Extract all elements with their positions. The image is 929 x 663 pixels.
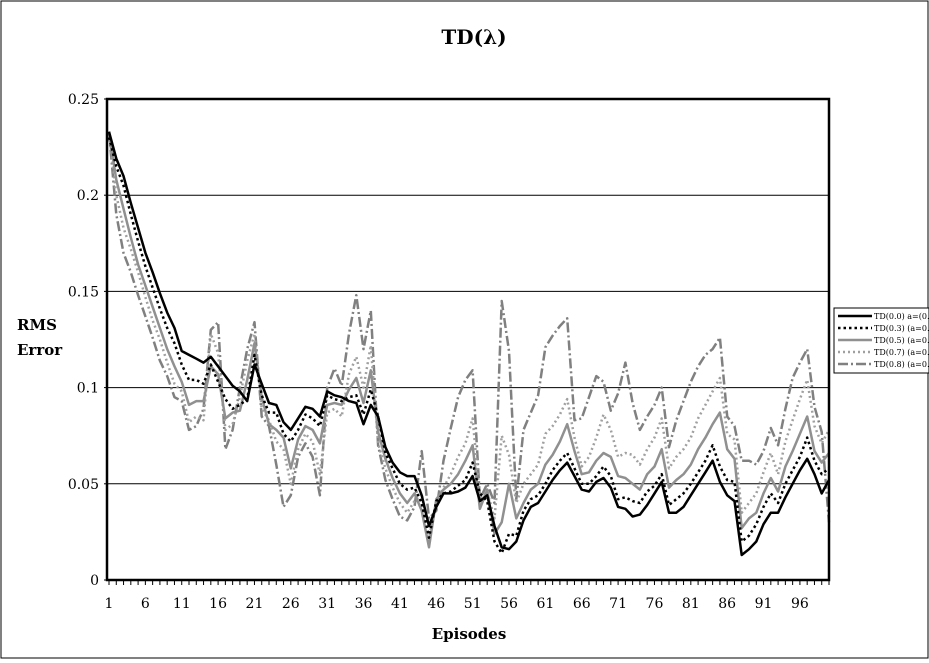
x-tick-label: 91 xyxy=(755,596,773,612)
x-tick-label: 96 xyxy=(791,596,809,612)
y-tick-label: 0.2 xyxy=(77,188,99,204)
y-axis-label-line2: Error xyxy=(17,341,63,359)
y-tick-label: 0 xyxy=(90,573,99,589)
y-tick-label: 0.05 xyxy=(68,477,99,493)
legend-label: TD(0.8) (a=0.1 xyxy=(874,360,929,369)
legend-label: TD(0.7) (a=0.1 xyxy=(874,348,929,357)
x-tick-label: 6 xyxy=(141,596,150,612)
x-tick-label: 51 xyxy=(464,596,482,612)
x-axis-label: Episodes xyxy=(432,625,507,643)
series-line-4 xyxy=(107,131,831,523)
x-tick-label: 66 xyxy=(573,596,591,612)
series-line-2 xyxy=(107,131,830,549)
series-line-3 xyxy=(107,131,831,539)
x-tick-label: 1 xyxy=(105,596,114,612)
x-tick-labels: 1 6 11 16 21 26 31 36 41 46 51 56 61 66 71 76 81 86 91 96 xyxy=(105,580,830,612)
x-tick-label: 16 xyxy=(209,596,227,612)
x-tick-label: 61 xyxy=(536,596,554,612)
x-tick-label: 46 xyxy=(427,596,445,612)
series-line-0 xyxy=(107,131,831,557)
x-tick-label: 26 xyxy=(282,596,300,612)
x-tick-label: 31 xyxy=(318,596,336,612)
x-tick-label: 56 xyxy=(500,596,518,612)
x-tick-label: 71 xyxy=(609,596,627,612)
series-lines xyxy=(107,131,831,557)
y-axis-label-line1: RMS xyxy=(17,316,57,334)
x-tick-label: 36 xyxy=(355,596,373,612)
legend-label: TD(0.0) a=(0.1 xyxy=(874,312,929,321)
legend-label: TD(0.3) (a=0.1 xyxy=(874,324,929,333)
legend: TD(0.0) a=(0.1 TD(0.3) (a=0.1 TD(0.5) (a=0… xyxy=(833,307,929,374)
x-tick-label: 86 xyxy=(718,596,736,612)
x-tick-label: 41 xyxy=(391,596,409,612)
x-tick-label: 81 xyxy=(682,596,700,612)
plot-area-border xyxy=(105,97,831,582)
chart-title: TD(λ) xyxy=(441,25,506,49)
x-tick-label: 11 xyxy=(173,596,191,612)
legend-label: TD(0.5) (a=0.1 xyxy=(874,336,929,345)
series-line-1 xyxy=(107,137,830,555)
x-tick-label: 21 xyxy=(246,596,264,612)
x-tick-label: 76 xyxy=(646,596,664,612)
y-tick-label: 0.15 xyxy=(68,284,99,300)
y-tick-label: 0.1 xyxy=(77,381,99,397)
y-tick-label: 0.25 xyxy=(68,92,99,108)
y-tick-labels: 0 0.05 0.1 0.15 0.2 0.25 xyxy=(68,92,109,589)
